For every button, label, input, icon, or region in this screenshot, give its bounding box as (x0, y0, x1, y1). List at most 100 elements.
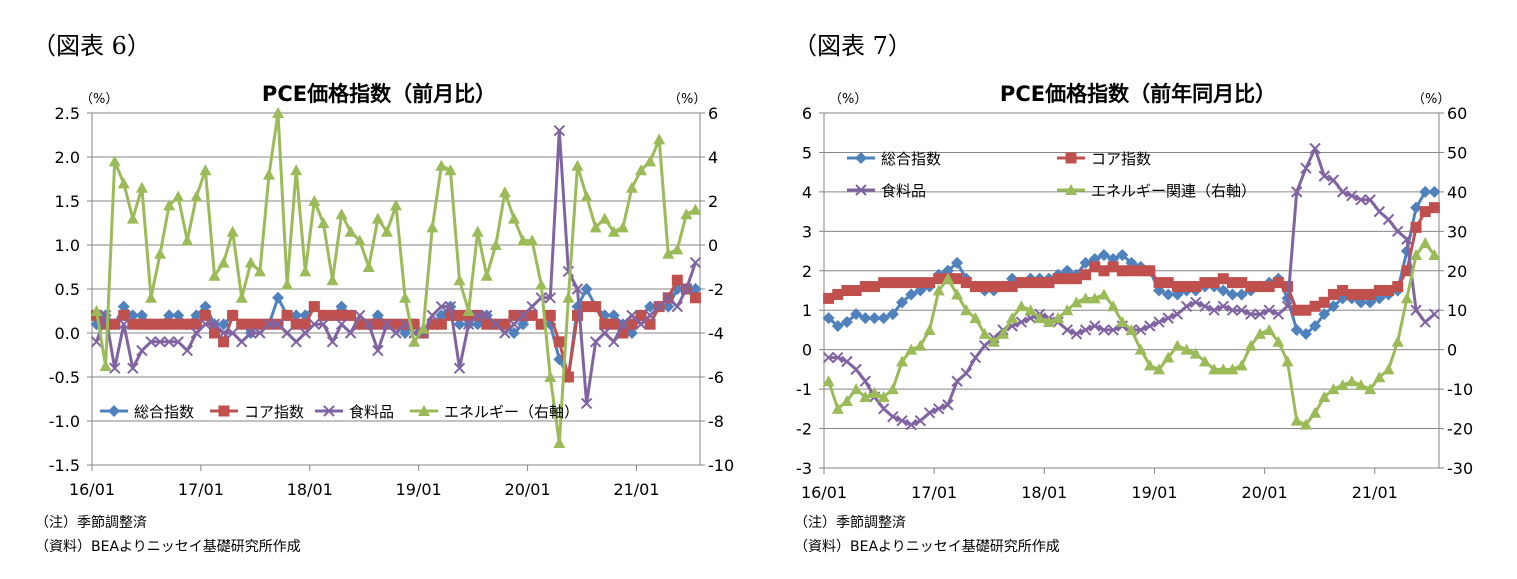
data-point (362, 261, 375, 272)
data-point (896, 414, 908, 427)
chart-note: （注）季節調整済 (794, 515, 906, 531)
data-point (1281, 355, 1294, 367)
data-point (1244, 339, 1257, 351)
y-tick-label-left: -3 (796, 459, 812, 478)
chart-svg-fig6: 2.5 2.0 1.5 1.0 0.5 0.0 -0.5 -1.0 -1.5 6 4 2 0 -2 -4 -6… (49, 92, 734, 499)
data-point (535, 278, 548, 290)
data-point (960, 277, 972, 289)
data-point (689, 256, 702, 269)
data-point (281, 327, 293, 339)
data-point (1226, 288, 1239, 301)
data-point (326, 309, 338, 321)
data-point (969, 312, 982, 324)
data-point (1245, 308, 1257, 320)
y-tick-label-left: 0.5 (55, 280, 80, 299)
data-point (1116, 249, 1129, 261)
data-point (868, 281, 880, 293)
data-point (190, 309, 203, 322)
data-point (1042, 316, 1055, 328)
data-point (1089, 261, 1101, 273)
data-point (498, 186, 511, 198)
data-point (987, 335, 1000, 347)
data-point (580, 190, 593, 202)
data-point (1144, 320, 1156, 332)
data-point (905, 343, 918, 355)
data-point (426, 221, 439, 233)
data-point (1070, 273, 1082, 285)
data-point (571, 283, 584, 295)
data-point (245, 327, 257, 339)
data-point (1208, 363, 1221, 375)
data-point (1327, 300, 1340, 313)
data-point (308, 301, 320, 313)
data-point (1089, 320, 1101, 332)
y-tick-label-left: -0.5 (49, 368, 80, 387)
data-point (1282, 281, 1294, 293)
data-point (344, 327, 357, 339)
data-point (1428, 202, 1440, 214)
data-point (172, 309, 185, 322)
data-point (978, 340, 991, 352)
data-point (1309, 406, 1322, 418)
data-point (1392, 281, 1404, 293)
data-point (1015, 277, 1027, 289)
data-point (1097, 249, 1110, 261)
y-tick-label-right: -2 (708, 280, 724, 299)
data-point (653, 133, 666, 145)
data-point (1088, 292, 1101, 304)
x-tick-label: 18/01 (1021, 483, 1067, 502)
chart-title: PCE価格指数（前月比） (261, 82, 497, 106)
data-point (1318, 391, 1331, 402)
data-point (217, 318, 230, 331)
data-point (199, 164, 212, 176)
data-point (254, 318, 266, 330)
data-point (1079, 256, 1092, 269)
legend-label: 食料品 (349, 403, 394, 421)
data-point (1383, 285, 1395, 296)
figure-label: （図表 7） (793, 32, 912, 60)
data-point (941, 272, 954, 284)
data-point (590, 301, 602, 313)
x-tick-label: 20/01 (1242, 483, 1288, 502)
data-point (371, 309, 384, 322)
data-point (1034, 277, 1046, 289)
data-point (978, 327, 991, 339)
data-point (1327, 174, 1340, 186)
data-point (481, 318, 493, 330)
data-point (181, 344, 193, 357)
legend-label: 総合指数 (881, 150, 941, 168)
data-point (1180, 300, 1193, 312)
data-point (1143, 359, 1156, 371)
data-point (1033, 312, 1046, 324)
data-point (535, 318, 547, 330)
data-point (887, 411, 899, 423)
data-point (1419, 185, 1432, 198)
data-point (822, 375, 835, 387)
data-point (372, 318, 384, 330)
data-point (1419, 237, 1432, 249)
y-axis-unit-left: （%） (80, 92, 118, 107)
data-point (1337, 285, 1349, 296)
data-point (1272, 308, 1285, 320)
data-point (426, 309, 439, 322)
data-point (832, 288, 844, 300)
data-point (263, 318, 275, 330)
data-point (553, 124, 566, 137)
data-point (859, 375, 872, 387)
data-point (1410, 221, 1422, 233)
data-point (969, 351, 982, 364)
data-point (308, 318, 321, 330)
data-point (644, 318, 656, 330)
data-point (390, 327, 402, 339)
data-point (1272, 335, 1285, 347)
data-point (181, 318, 193, 330)
x-tick-label: 21/01 (1352, 483, 1398, 502)
data-point (1318, 308, 1331, 321)
data-point (1410, 304, 1422, 316)
data-point (896, 277, 908, 289)
data-point (453, 274, 466, 286)
legend-label: エネルギー関連（右軸） (1091, 182, 1256, 200)
data-point (1098, 265, 1110, 277)
data-point (831, 320, 844, 332)
data-point (454, 309, 466, 321)
